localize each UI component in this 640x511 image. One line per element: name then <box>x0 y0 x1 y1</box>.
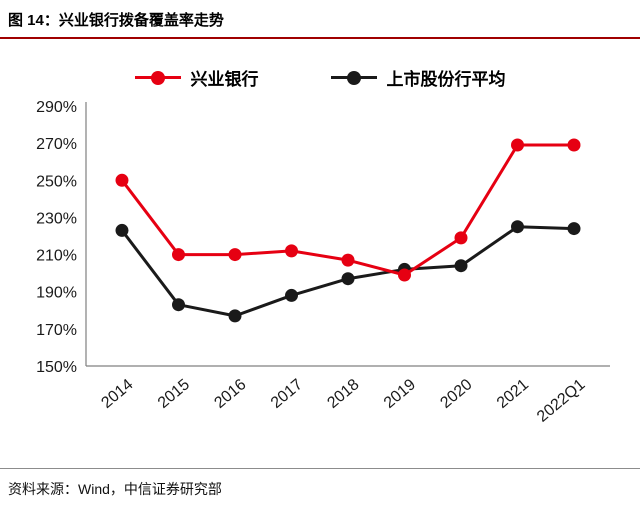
series-1-point <box>511 220 524 234</box>
legend-item-series-0: 兴业银行 <box>134 65 259 90</box>
series-0-point <box>398 268 411 282</box>
series-1-point <box>115 223 129 237</box>
series-1-point <box>454 259 468 273</box>
series-0-point <box>172 248 185 262</box>
x-tick-label: 2019 <box>381 376 419 412</box>
legend-label: 上市股份行平均 <box>386 70 506 89</box>
x-tick-label: 2017 <box>268 376 306 412</box>
series-0-point <box>285 244 298 258</box>
series-1-point <box>228 309 242 323</box>
y-tick-label: 190% <box>36 285 77 302</box>
x-tick-label: 2018 <box>324 376 362 412</box>
series-0-point <box>567 138 581 152</box>
y-tick-label: 290% <box>36 99 77 116</box>
series-0-point <box>341 253 355 267</box>
legend-marker-line-dot-icon <box>330 70 377 85</box>
series-1-point <box>341 272 355 286</box>
series-line-1 <box>120 225 576 318</box>
x-tick-label: 2015 <box>155 376 193 412</box>
x-tick-label: 2014 <box>98 376 136 412</box>
y-tick-label: 170% <box>36 322 77 339</box>
y-tick-label: 210% <box>36 248 77 265</box>
y-tick-label: 270% <box>36 136 77 153</box>
series-1-point <box>172 298 185 312</box>
series-0-point <box>115 173 129 187</box>
legend-marker-line-dot-icon <box>134 70 181 85</box>
series-1-point <box>567 222 581 236</box>
source-bar: 资料来源：Wind，中信证券研究部 <box>0 468 640 511</box>
line-chart: 150% 170% 190% 210% 230% 250% 270% 290% 2014 2015… <box>36 99 610 426</box>
legend-item-series-1: 上市股份行平均 <box>330 65 506 90</box>
series-0-point <box>511 138 524 152</box>
series-0-point <box>454 231 468 245</box>
chart-legend: 兴业银行 上市股份行平均 <box>0 65 640 90</box>
source-text: 资料来源：Wind，中信证券研究部 <box>8 481 222 497</box>
title-bar: 图 14：兴业银行拨备覆盖率走势 <box>0 0 640 39</box>
series-0-point <box>228 248 242 262</box>
y-tick-label: 150% <box>36 359 77 376</box>
legend-label: 兴业银行 <box>190 70 259 89</box>
chart-area: 150% 170% 190% 210% 230% 250% 270% 290% 2014 2015… <box>0 92 640 468</box>
x-tick-label: 2020 <box>437 376 475 412</box>
y-tick-label: 230% <box>36 210 77 227</box>
x-tick-label: 2021 <box>494 376 532 412</box>
y-tick-label: 250% <box>36 173 77 190</box>
series-1-point <box>285 288 298 302</box>
x-tick-label: 2022Q1 <box>534 376 589 426</box>
page-title: 图 14：兴业银行拨备覆盖率走势 <box>8 12 224 29</box>
x-tick-label: 2016 <box>211 376 249 412</box>
